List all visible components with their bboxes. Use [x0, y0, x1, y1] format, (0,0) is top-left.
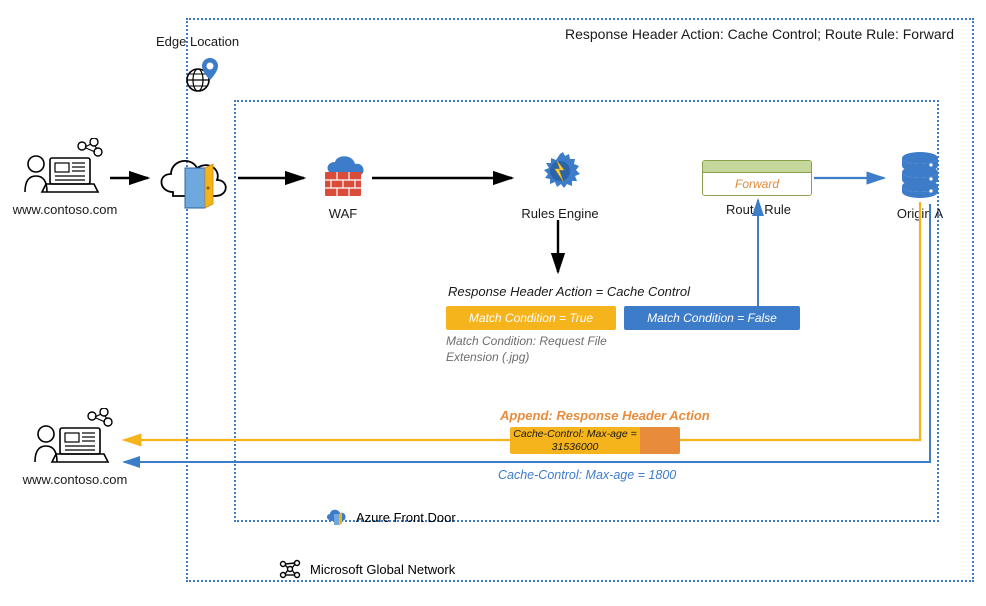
blue-return-caption: Cache-Control: Max-age = 1800	[498, 468, 676, 482]
append-pill-text: Cache-Control: Max-age = 31536000	[510, 427, 640, 454]
origin-node: Origin A	[890, 150, 950, 221]
front-door-icon	[148, 148, 238, 214]
client-top-label: www.contoso.com	[10, 202, 120, 217]
azure-front-door-footer: Azure Front Door	[326, 506, 456, 528]
diagram-title: Response Header Action: Cache Control; R…	[565, 26, 954, 42]
append-title: Append: Response Header Action	[500, 408, 710, 423]
route-rule-action: Forward	[703, 173, 811, 195]
client-top: www.contoso.com	[10, 138, 120, 217]
rules-engine-node: Rules Engine	[515, 150, 605, 221]
origin-label: Origin A	[890, 206, 950, 221]
front-door-small-icon	[326, 506, 348, 528]
rules-engine-label: Rules Engine	[515, 206, 605, 221]
global-network-footer: Microsoft Global Network	[278, 558, 455, 580]
response-header-action-label: Response Header Action = Cache Control	[448, 284, 690, 299]
route-rule-header	[703, 161, 811, 173]
waf-node: WAF	[308, 152, 378, 221]
match-condition-false: Match Condition = False	[624, 306, 800, 330]
route-rule-box: Forward	[702, 160, 812, 196]
azure-front-door-label: Azure Front Door	[356, 510, 456, 525]
client-bottom-label: www.contoso.com	[20, 472, 130, 487]
edge-location-label: Edge Location	[156, 34, 239, 49]
match-condition-true: Match Condition = True	[446, 306, 616, 330]
route-rule-label: Route Rule	[726, 202, 791, 217]
match-condition-caption: Match Condition: Request File Extension …	[446, 334, 646, 365]
network-icon	[278, 558, 302, 580]
global-network-label: Microsoft Global Network	[310, 562, 455, 577]
append-pill-group: Cache-Control: Max-age = 31536000	[510, 427, 680, 454]
waf-label: WAF	[308, 206, 378, 221]
client-bottom: www.contoso.com	[20, 408, 130, 487]
edge-location-icon	[180, 54, 224, 94]
